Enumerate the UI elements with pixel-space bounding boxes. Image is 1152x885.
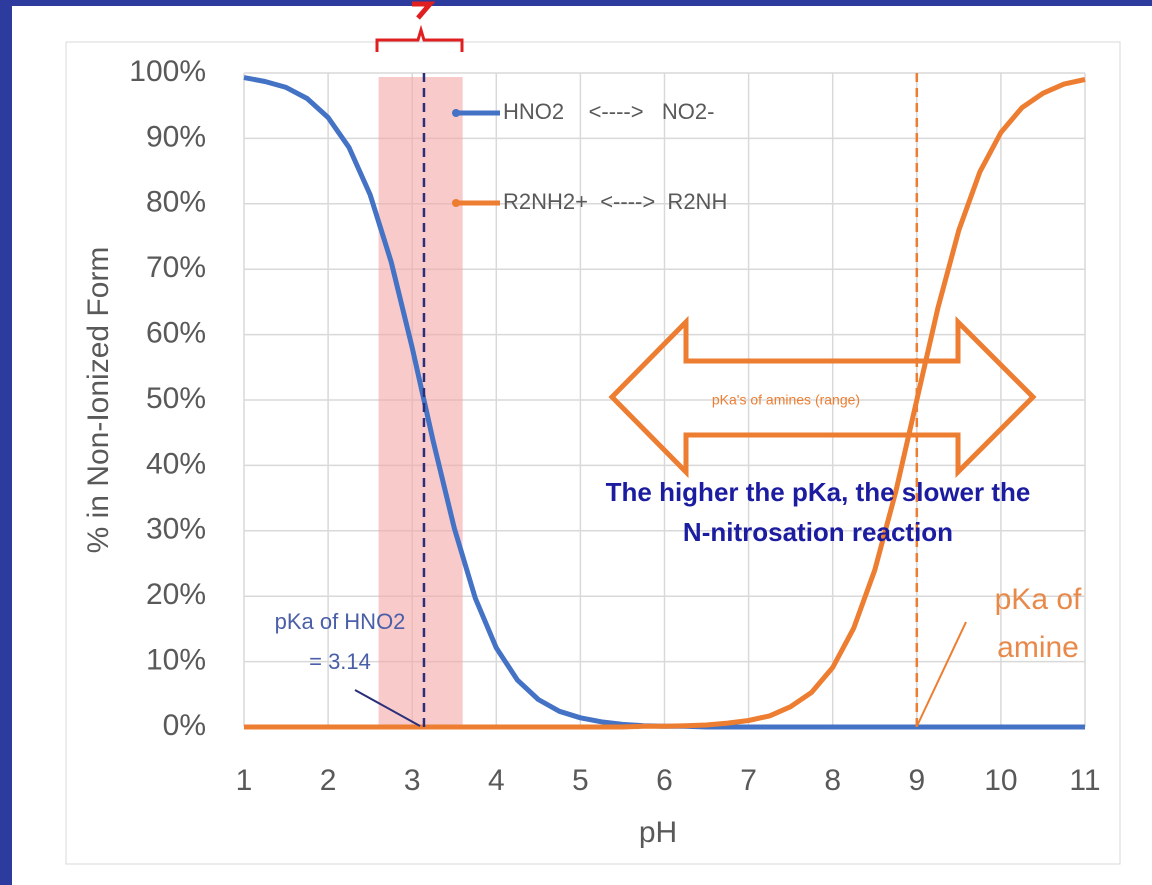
legend-marker — [452, 199, 460, 207]
annotation: amine — [997, 631, 1079, 664]
x-tick-label: 7 — [740, 764, 757, 797]
leader-line — [916, 621, 967, 727]
x-tick-label: 5 — [572, 764, 589, 797]
annotation: The higher the pKa, the slower the — [606, 477, 1031, 507]
bracket-mark — [412, 1, 436, 20]
plot-border — [65, 41, 1121, 865]
double-arrow — [608, 315, 1037, 479]
legend-label: HNO2 <----> NO2- — [503, 99, 714, 124]
x-tick-label: 3 — [404, 764, 421, 797]
annotation: pKa of HNO2 — [275, 609, 406, 634]
lines-layer — [243, 73, 1086, 730]
series-line — [244, 77, 1086, 730]
legend-marker — [452, 109, 460, 117]
annotation: pKa of — [995, 583, 1082, 616]
text-layer: 0% 10% 20% 30% 40% 50% 60% 70% 80% 90% 100% 1 2 3 4 5 6 7… — [82, 55, 1101, 849]
x-tick-label: 8 — [824, 764, 841, 797]
y-tick-label: 80% — [146, 186, 206, 219]
x-tick-label: 2 — [320, 764, 337, 797]
background — [12, 6, 1152, 885]
leader-line — [354, 689, 421, 727]
y-tick-label: 100% — [129, 55, 206, 88]
bracket — [375, 24, 464, 52]
y-tick-label: 0% — [163, 709, 206, 742]
legend-label: R2NH2+ <----> R2NH — [503, 189, 727, 214]
annotation: = 3.14 — [309, 649, 371, 674]
x-axis-title: pH — [639, 816, 677, 849]
x-tick-label: 1 — [236, 764, 253, 797]
annotation: pKa's of amines (range) — [712, 392, 860, 408]
band-layer — [378, 77, 463, 727]
x-tick-label: 9 — [908, 764, 925, 797]
y-tick-label: 90% — [146, 120, 206, 153]
x-tick-label: 6 — [656, 764, 673, 797]
y-tick-label: 30% — [146, 513, 206, 546]
annotation: N-nitrosation reaction — [683, 517, 953, 547]
highlight-band — [378, 77, 463, 727]
y-tick-label: 60% — [146, 317, 206, 350]
y-tick-label: 20% — [146, 578, 206, 611]
x-tick-label: 4 — [488, 764, 505, 797]
y-tick-label: 40% — [146, 447, 206, 480]
x-tick-label: 11 — [1069, 764, 1100, 797]
y-tick-label: 10% — [146, 644, 206, 677]
y-axis-title: % in Non-Ionized Form — [82, 247, 115, 554]
y-tick-label: 70% — [146, 251, 206, 284]
x-tick-label: 10 — [984, 764, 1017, 797]
y-tick-label: 50% — [146, 382, 206, 415]
